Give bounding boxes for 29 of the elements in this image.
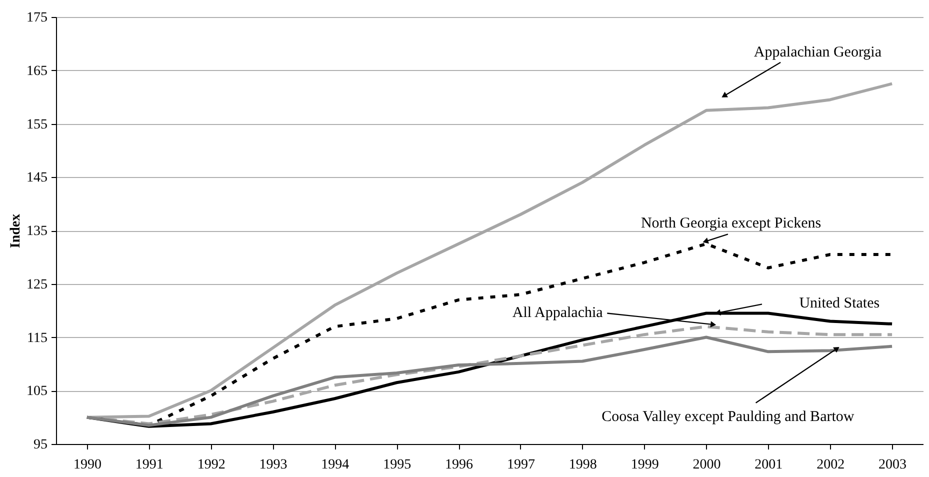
y-tick-label: 105: [26, 384, 48, 400]
x-tick-label: 2002: [816, 458, 845, 472]
x-tick-label: 1997: [506, 458, 535, 472]
x-tick-label: 2001: [754, 458, 783, 472]
x-tick-label: 2003: [878, 458, 907, 472]
x-tick-label: 1996: [445, 458, 474, 472]
y-tick-label: 155: [26, 117, 48, 132]
x-tick-label: 1993: [259, 458, 288, 472]
y-tick-label: 175: [26, 10, 48, 26]
y-tick-label: 125: [26, 277, 48, 292]
text: Coosa Valley except Paulding and Bartow: [602, 409, 854, 426]
y-axis-title: Index: [8, 214, 24, 248]
x-tick-label: 1994: [321, 458, 350, 472]
series-label: All Appalachia: [512, 305, 604, 322]
x-tick-label: 1999: [630, 458, 659, 472]
x-tick-label: 1991: [135, 458, 164, 472]
y-tick-label: 115: [27, 330, 48, 346]
x-tick-label: 1992: [197, 458, 226, 472]
x-tick-label: 1990: [73, 458, 102, 472]
y-tick-label: 135: [26, 224, 48, 239]
y-tick-label: 165: [26, 64, 48, 79]
y-tick-label: 145: [26, 170, 48, 186]
x-tick-label: 1998: [568, 458, 597, 472]
series-label: North Georgia except Pickens: [640, 215, 822, 232]
y-tick-label: 95: [34, 438, 48, 452]
x-tick-label: 1995: [383, 458, 412, 472]
series-label: United States: [799, 296, 880, 312]
series-label: Appalachian Georgia: [754, 44, 882, 61]
x-tick-label: 2000: [692, 458, 721, 472]
